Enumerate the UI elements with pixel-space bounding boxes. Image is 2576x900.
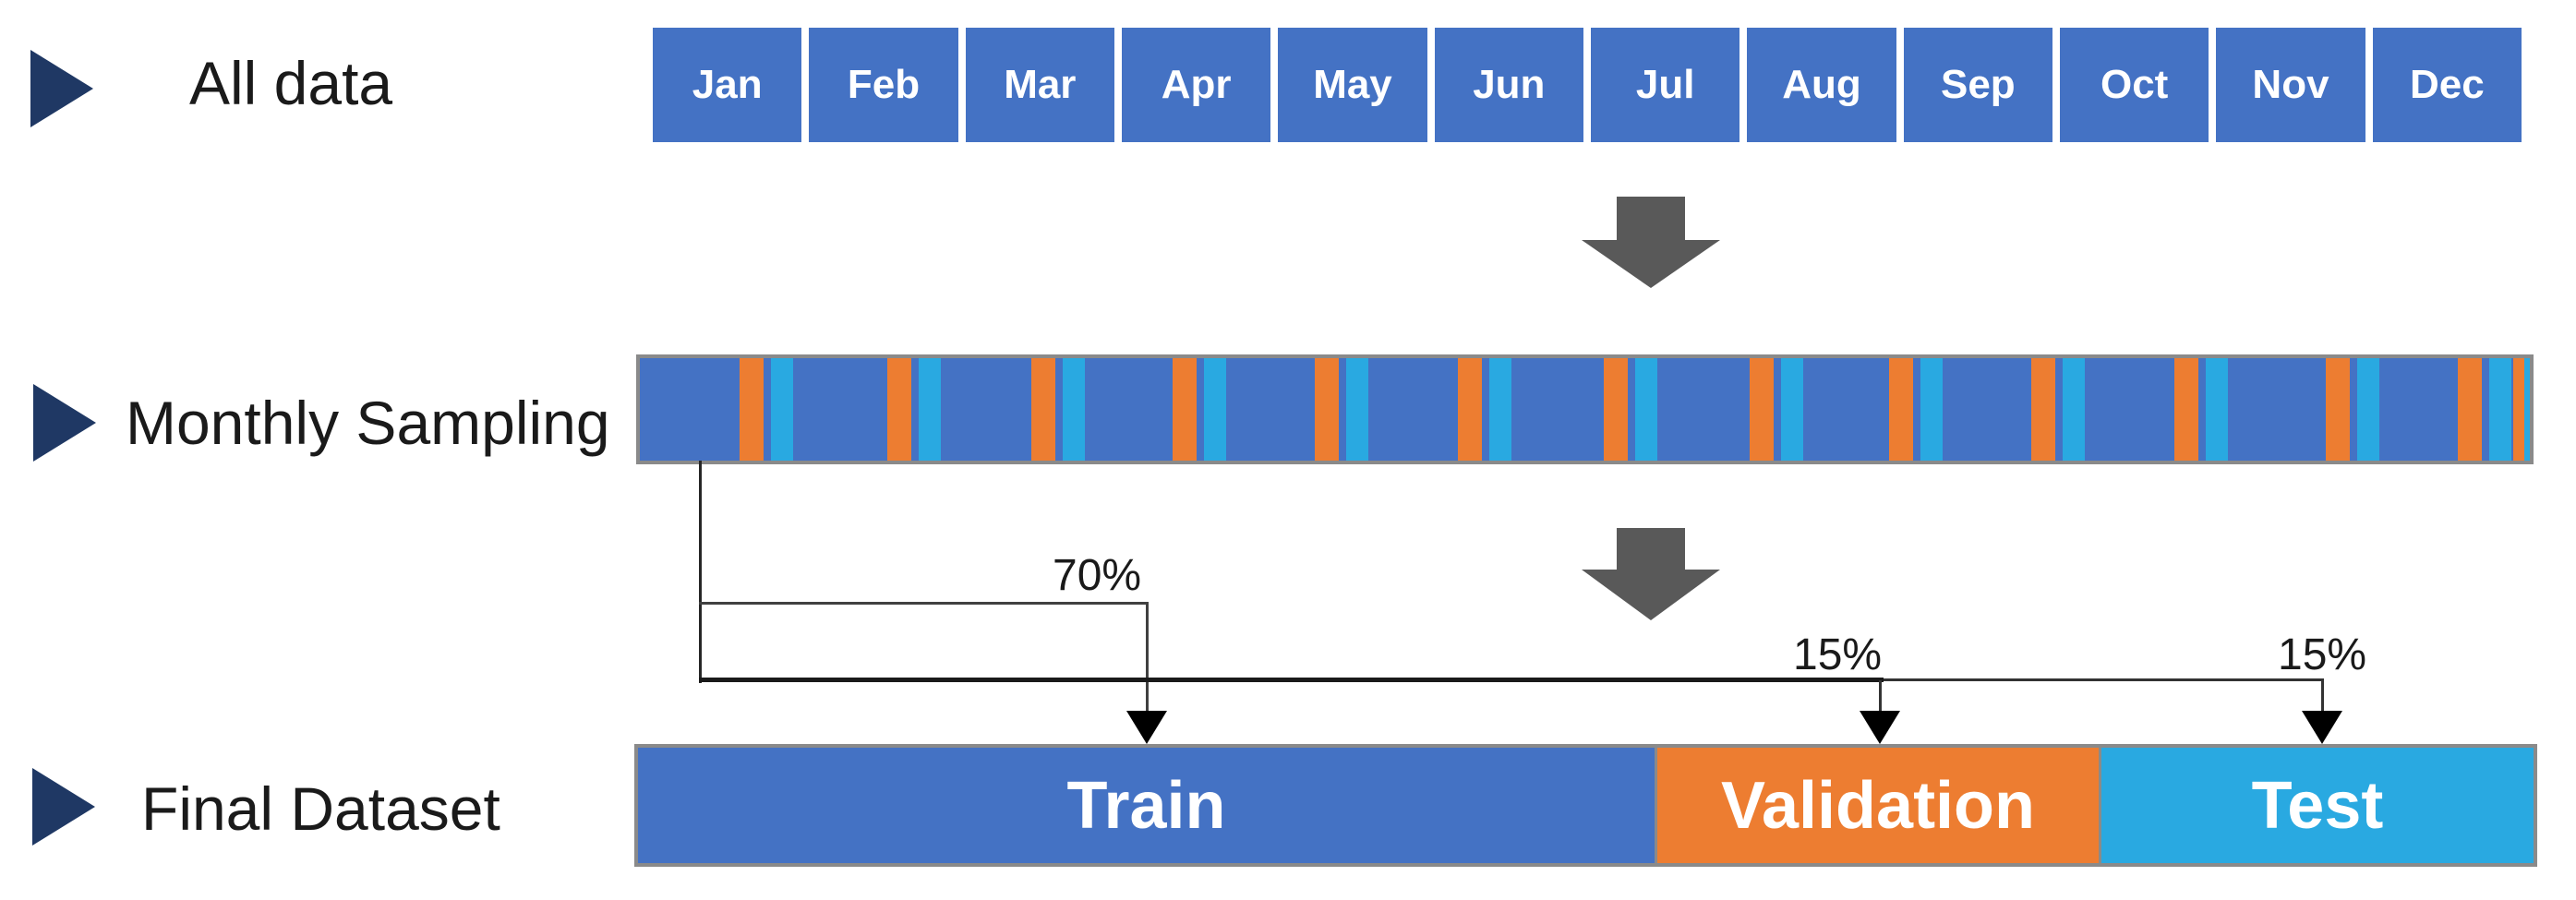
sample-stripe-orange — [1031, 358, 1055, 461]
down-arrow-icon — [1617, 528, 1685, 572]
month-box-jul: Jul — [1591, 28, 1740, 142]
down-arrow-head-icon — [1582, 240, 1720, 288]
train-arrowhead-down-icon — [1126, 711, 1167, 744]
test-percent-label: 15% — [2278, 630, 2367, 679]
month-box-feb: Feb — [809, 28, 958, 142]
month-box-oct: Oct — [2060, 28, 2209, 142]
sample-stripe-orange — [1750, 358, 1774, 461]
all-data-label: All data — [189, 49, 393, 117]
sample-stripe-orange — [2174, 358, 2198, 461]
down-arrow-icon — [1617, 197, 1685, 243]
all-data-bullet-triangle-icon — [30, 50, 93, 127]
final-dataset-label: Final Dataset — [141, 774, 500, 843]
month-box-apr: Apr — [1122, 28, 1271, 142]
sample-stripe-orange — [2031, 358, 2055, 461]
train-split-drop — [1146, 602, 1149, 713]
month-box-mar: Mar — [965, 28, 1114, 142]
sample-stripe-cyan — [1204, 358, 1226, 461]
sample-stripe-orange — [1173, 358, 1197, 461]
sample-stripe-cyan — [2524, 358, 2530, 461]
sample-stripe-cyan — [919, 358, 941, 461]
sample-stripe-cyan — [1635, 358, 1657, 461]
final-dataset-bullet-triangle-icon — [32, 768, 95, 846]
sample-stripe-orange — [2326, 358, 2350, 461]
validation-split-drop — [1879, 680, 1882, 713]
final-dataset-bar: Train Validation Test — [634, 744, 2537, 867]
sample-stripe-orange — [2513, 358, 2530, 461]
month-box-jan: Jan — [653, 28, 802, 142]
train-percent-label: 70% — [1053, 551, 1142, 600]
split-main-line — [699, 678, 1884, 682]
sample-stripe-orange — [1889, 358, 1913, 461]
sample-stripe-orange — [740, 358, 764, 461]
test-split-line — [1884, 678, 2324, 681]
monthly-sampling-label: Monthly Sampling — [126, 389, 610, 457]
sample-stripe-cyan — [1346, 358, 1368, 461]
month-box-nov: Nov — [2216, 28, 2365, 142]
sample-stripe-cyan — [771, 358, 793, 461]
down-arrow-head-icon — [1582, 570, 1720, 620]
sample-stripe-orange — [1315, 358, 1339, 461]
sample-stripe-cyan — [2489, 358, 2511, 461]
month-box-may: May — [1278, 28, 1427, 142]
sample-stripe-orange — [1604, 358, 1628, 461]
final-segment-train: Train — [638, 748, 1655, 863]
sample-stripe-cyan — [1063, 358, 1085, 461]
month-box-sep: Sep — [1903, 28, 2052, 142]
monthly-sampling-bullet-triangle-icon — [33, 384, 96, 462]
sample-stripe-orange — [1458, 358, 1482, 461]
monthly-sampling-bar — [636, 354, 2534, 464]
sample-stripe-cyan — [1781, 358, 1803, 461]
month-box-aug: Aug — [1747, 28, 1896, 142]
month-box-dec: Dec — [2372, 28, 2522, 142]
sample-stripe-cyan — [2063, 358, 2085, 461]
months-row: Jan Feb Mar Apr May Jun Jul Aug Sep Oct Nov Dec — [0, 28, 2576, 142]
sampling-drop-line — [699, 461, 702, 683]
sample-stripe-orange — [887, 358, 911, 461]
test-arrowhead-down-icon — [2302, 711, 2342, 744]
sample-stripe-cyan — [1920, 358, 1943, 461]
final-segment-validation: Validation — [1655, 748, 2099, 863]
validation-percent-label: 15% — [1793, 630, 1883, 679]
train-split-line — [699, 602, 1149, 605]
test-split-drop — [2321, 680, 2324, 713]
sample-stripe-cyan — [2206, 358, 2228, 461]
final-segment-test: Test — [2099, 748, 2534, 863]
sample-stripe-orange — [2458, 358, 2482, 461]
validation-arrowhead-down-icon — [1860, 711, 1900, 744]
sample-stripe-cyan — [1489, 358, 1511, 461]
month-box-jun: Jun — [1434, 28, 1583, 142]
sample-stripe-cyan — [2357, 358, 2379, 461]
